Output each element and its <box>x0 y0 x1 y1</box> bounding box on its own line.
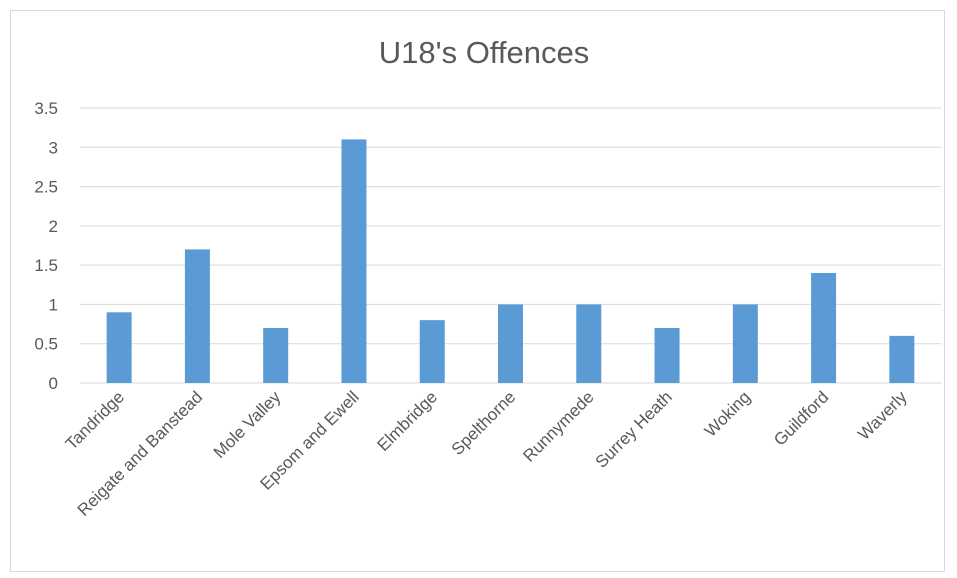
y-tick-label: 1.5 <box>34 256 58 275</box>
y-tick-label: 0.5 <box>34 335 58 354</box>
bar-surrey-heath <box>654 328 680 383</box>
bar-epsom-and-ewell <box>341 139 367 383</box>
gridlines <box>80 107 941 384</box>
x-tick-label: Surrey Heath <box>592 387 676 471</box>
chart-title: U18's Offences <box>379 35 589 70</box>
bar-tandridge <box>106 312 132 383</box>
y-tick-label: 0 <box>49 374 58 393</box>
bar-guildford <box>811 273 837 383</box>
bar-reigate-and-banstead <box>184 249 210 383</box>
bar-elmbridge <box>419 320 445 383</box>
chart-area <box>10 10 945 572</box>
y-tick-label: 1 <box>49 295 58 314</box>
bar-mole-valley <box>263 328 289 383</box>
bar-woking <box>732 304 758 383</box>
bar-spelthorne <box>498 304 523 383</box>
x-tick-label: Waverly <box>854 387 911 444</box>
x-tick-label: Guildford <box>770 387 832 449</box>
x-tick-label: Runnymede <box>519 387 597 465</box>
x-tick-label: Tandridge <box>62 387 128 453</box>
y-tick-label: 3.5 <box>34 99 58 118</box>
x-tick-label: Woking <box>701 387 754 440</box>
y-axis-ticks: 0 0.5 1 1.5 2 2.5 3 3.5 <box>34 99 58 393</box>
x-tick-label: Spelthorne <box>448 387 520 459</box>
y-tick-label: 3 <box>49 138 58 157</box>
bar-runnymede <box>576 304 602 383</box>
x-tick-label: Mole Valley <box>210 387 285 462</box>
bars <box>106 139 915 383</box>
x-tick-label: Elmbridge <box>373 387 441 455</box>
bar-waverly <box>889 335 915 383</box>
y-tick-label: 2 <box>49 217 58 236</box>
y-tick-label: 2.5 <box>34 178 58 197</box>
